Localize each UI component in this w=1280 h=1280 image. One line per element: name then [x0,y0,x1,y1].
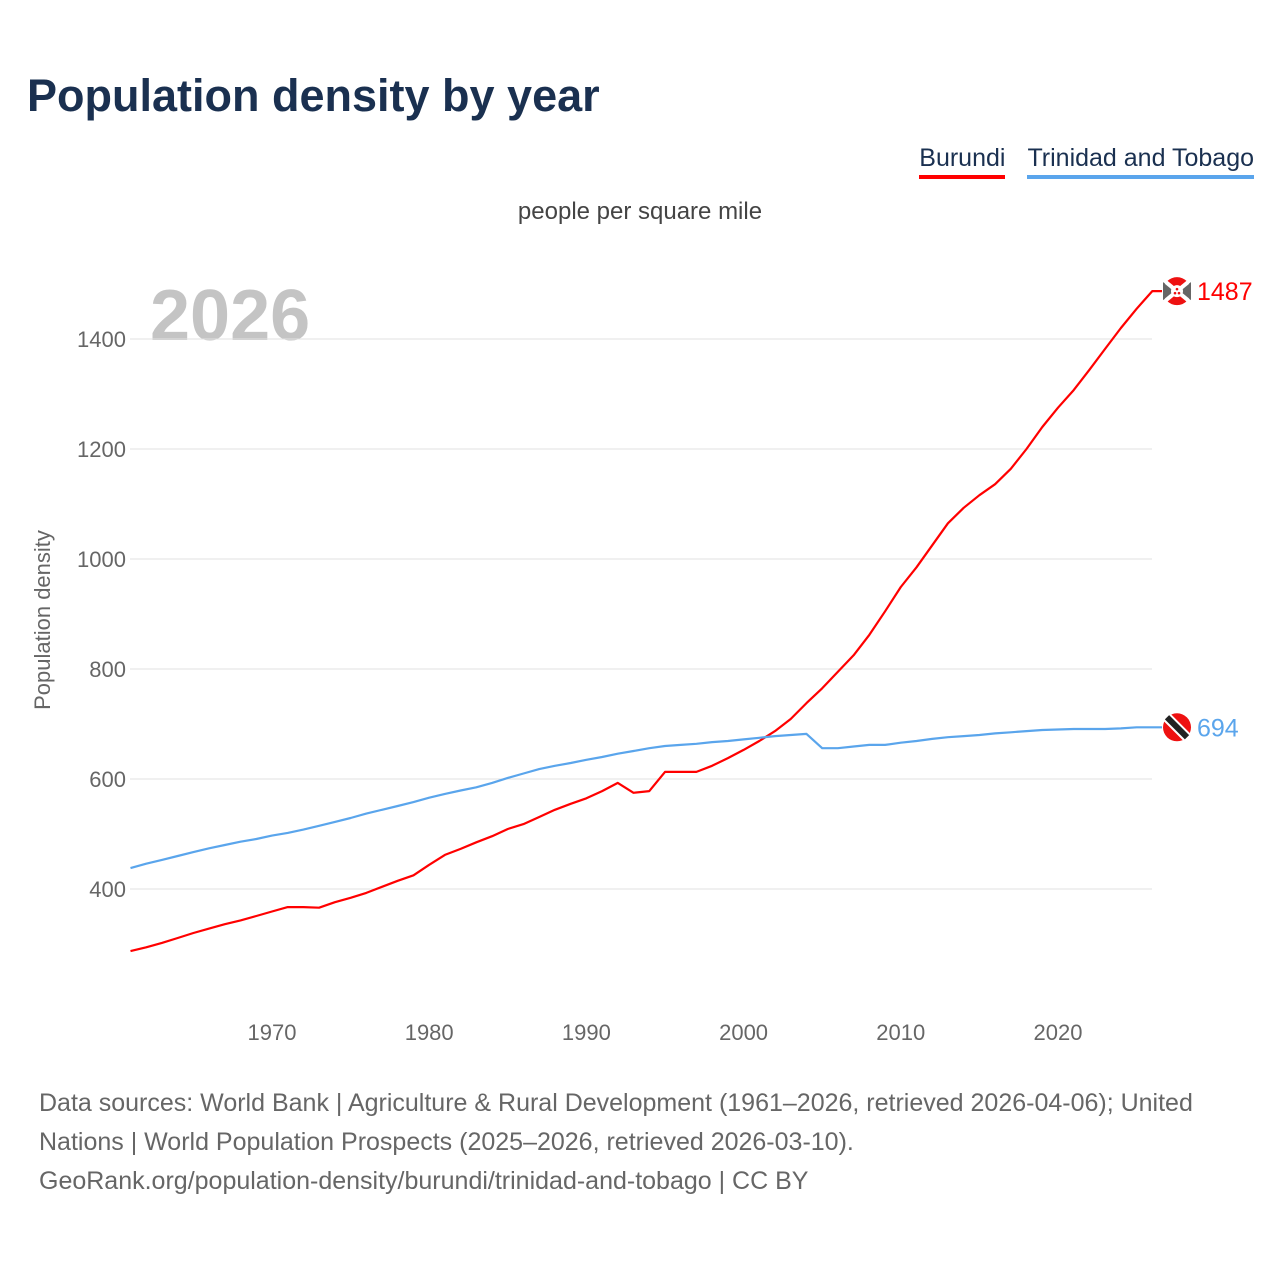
y-tick-label: 600 [89,767,126,792]
legend: Burundi Trinidad and Tobago [919,144,1254,179]
x-tick-label: 1980 [405,1020,454,1045]
x-tick-label: 1970 [248,1020,297,1045]
burundi-flag-icon [1163,277,1191,306]
series-line-burundi [130,290,1162,953]
y-tick-label: 400 [89,877,126,902]
series-line-trinidad [130,726,1162,870]
x-tick-label: 1990 [562,1020,611,1045]
legend-item-burundi[interactable]: Burundi [919,144,1006,179]
x-tick-label: 2000 [719,1020,768,1045]
x-tick-label: 2010 [876,1020,925,1045]
y-axis-label: Population density [30,530,55,710]
x-tick-label: 2020 [1034,1020,1083,1045]
year-watermark: 2026 [150,276,310,356]
data-sources: Data sources: World Bank | Agriculture &… [39,1089,1193,1156]
page-title: Population density by year [27,70,600,121]
legend-item-trinidad[interactable]: Trinidad and Tobago [1027,144,1254,179]
y-tick-label: 1400 [77,327,126,352]
y-tick-label: 1200 [77,437,126,462]
trinidad-flag-icon [1163,713,1191,742]
source-link[interactable]: GeoRank.org/population-density/burundi/t… [39,1167,809,1195]
end-value-label: 694 [1197,714,1239,742]
end-value-label: 1487 [1197,278,1253,306]
footer: Data sources: World Bank | Agriculture &… [39,1084,1249,1201]
y-tick-label: 1000 [77,547,126,572]
y-tick-label: 800 [89,657,126,682]
chart-subtitle: people per square mile [517,198,763,225]
